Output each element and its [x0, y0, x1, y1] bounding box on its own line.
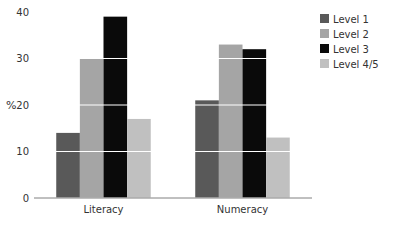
legend-label: Level 1 [333, 14, 369, 25]
legend-swatch [320, 44, 329, 53]
legend-label: Level 2 [333, 29, 369, 40]
bar [219, 45, 243, 198]
bar [127, 119, 151, 198]
bar [80, 59, 104, 199]
legend-label: Level 3 [333, 44, 369, 55]
grid [34, 12, 312, 198]
y-axis-label: % [6, 99, 16, 112]
bars [56, 17, 290, 198]
bar [56, 133, 80, 198]
y-tick-label: 30 [16, 53, 29, 64]
bar [266, 138, 290, 198]
legend-swatch [320, 14, 329, 23]
legend-label: Level 4/5 [333, 59, 379, 70]
bar [195, 100, 219, 198]
x-tick-label: Literacy [83, 204, 123, 215]
grid-line [34, 151, 312, 152]
legend: Level 1 Level 2 Level 3 Level 4/5 [320, 14, 379, 70]
x-axis-line [34, 198, 312, 199]
y-tick-label: 10 [16, 146, 29, 157]
bar [104, 17, 128, 198]
bar [243, 49, 267, 198]
grid-line [34, 58, 312, 59]
y-tick-label: 40 [16, 7, 29, 18]
legend-swatch [320, 59, 329, 68]
chart-container: 0 10 20 30 40% Literacy Numeracy Level 1 Level 2… [0, 0, 397, 227]
chart: 0 10 20 30 40% Literacy Numeracy Level 1 Level 2… [0, 0, 397, 227]
x-tick-label: Numeracy [217, 204, 268, 215]
grid-line [34, 105, 312, 106]
grid-line [34, 198, 312, 199]
legend-swatch [320, 29, 329, 38]
y-tick-label: 0 [23, 193, 29, 204]
grid-line [34, 12, 312, 13]
y-tick-label: 20 [16, 100, 29, 111]
